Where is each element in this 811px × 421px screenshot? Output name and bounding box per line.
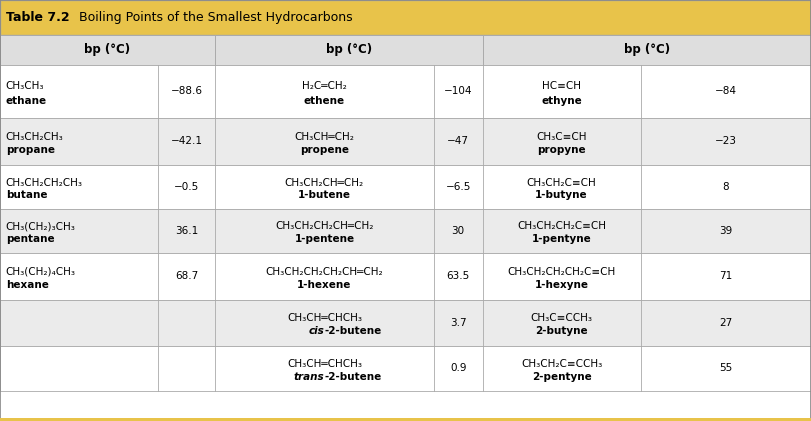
Text: CH₃CH₂CH═CH₂: CH₃CH₂CH═CH₂ [285, 178, 364, 187]
Text: 8: 8 [723, 182, 729, 192]
Bar [0, 209, 811, 253]
Text: 1-hexyne: 1-hexyne [534, 280, 589, 290]
Text: CH₃C≡CCH₃: CH₃C≡CCH₃ [530, 313, 593, 323]
Text: trans: trans [294, 372, 324, 381]
Text: 1-hexene: 1-hexene [297, 280, 352, 290]
Text: 2-butyne: 2-butyne [535, 326, 588, 336]
Text: CH₃CH₂C≡CCH₃: CH₃CH₂C≡CCH₃ [521, 359, 603, 369]
Text: 1-pentene: 1-pentene [294, 234, 354, 244]
Text: 1-pentyne: 1-pentyne [532, 234, 591, 244]
Text: CH₃CH₂CH₂CH₃: CH₃CH₂CH₂CH₃ [6, 178, 83, 187]
Bar [0, 346, 811, 391]
Text: 1-butyne: 1-butyne [535, 190, 588, 200]
Text: ethyne: ethyne [541, 96, 582, 106]
Text: 3.7: 3.7 [450, 318, 466, 328]
Text: 36.1: 36.1 [175, 226, 198, 236]
Text: −23: −23 [714, 136, 737, 147]
Text: CH₃CH₂CH₂CH₂CH═CH₂: CH₃CH₂CH₂CH₂CH═CH₂ [265, 266, 384, 277]
Text: ethane: ethane [6, 96, 47, 106]
Bar [0, 418, 811, 421]
Bar [0, 35, 811, 65]
Text: CH₃CH₂CH₃: CH₃CH₂CH₃ [6, 132, 63, 142]
Text: CH₃CH₃: CH₃CH₃ [6, 81, 44, 91]
Text: propane: propane [6, 145, 54, 155]
Text: CH₃C≡CH: CH₃C≡CH [536, 132, 587, 142]
Text: CH₃CH₂CH₂C≡CH: CH₃CH₂CH₂C≡CH [517, 221, 606, 231]
Text: CH₃CH═CH₂: CH₃CH═CH₂ [294, 132, 354, 142]
Text: ethene: ethene [304, 96, 345, 106]
Text: 2-pentyne: 2-pentyne [532, 372, 591, 381]
Bar [0, 300, 811, 346]
Text: H₂C═CH₂: H₂C═CH₂ [302, 81, 347, 91]
Bar [0, 253, 811, 300]
Text: −104: −104 [444, 86, 473, 96]
Text: pentane: pentane [6, 234, 54, 244]
Bar [0, 0, 811, 35]
Text: 0.9: 0.9 [450, 363, 466, 373]
Text: CH₃CH₂CH₂CH═CH₂: CH₃CH₂CH₂CH═CH₂ [275, 221, 374, 231]
Text: CH₃CH═CHCH₃: CH₃CH═CHCH₃ [287, 359, 362, 369]
Text: 39: 39 [719, 226, 732, 236]
Text: bp (°C): bp (°C) [624, 43, 670, 56]
Text: −6.5: −6.5 [445, 182, 471, 192]
Text: Table 7.2: Table 7.2 [6, 11, 70, 24]
Text: −0.5: −0.5 [174, 182, 200, 192]
Text: 68.7: 68.7 [175, 272, 198, 281]
Text: bp (°C): bp (°C) [84, 43, 131, 56]
Bar [0, 65, 811, 118]
Text: CH₃(CH₂)₃CH₃: CH₃(CH₂)₃CH₃ [6, 221, 75, 231]
Text: HC≡CH: HC≡CH [542, 81, 581, 91]
Text: -2-butene: -2-butene [324, 326, 382, 336]
Text: −47: −47 [447, 136, 470, 147]
Text: −42.1: −42.1 [170, 136, 203, 147]
Text: 30: 30 [452, 226, 465, 236]
Text: −84: −84 [714, 86, 737, 96]
Text: Boiling Points of the Smallest Hydrocarbons: Boiling Points of the Smallest Hydrocarb… [67, 11, 353, 24]
Text: -2-butene: -2-butene [324, 372, 382, 381]
Text: CH₃CH═CHCH₃: CH₃CH═CHCH₃ [287, 313, 362, 323]
Text: 71: 71 [719, 272, 732, 281]
Text: 27: 27 [719, 318, 732, 328]
Text: 63.5: 63.5 [447, 272, 470, 281]
Text: CH₃(CH₂)₄CH₃: CH₃(CH₂)₄CH₃ [6, 266, 75, 277]
Text: CH₃CH₂CH₂CH₂C≡CH: CH₃CH₂CH₂CH₂C≡CH [508, 266, 616, 277]
Text: cis: cis [309, 326, 324, 336]
Text: propyne: propyne [538, 145, 586, 155]
Text: −88.6: −88.6 [170, 86, 203, 96]
Text: 1-butene: 1-butene [298, 190, 351, 200]
Text: propene: propene [300, 145, 349, 155]
Bar [0, 118, 811, 165]
Bar [0, 165, 811, 209]
Text: butane: butane [6, 190, 47, 200]
Text: 55: 55 [719, 363, 732, 373]
Text: hexane: hexane [6, 280, 49, 290]
Text: bp (°C): bp (°C) [326, 43, 371, 56]
Text: CH₃CH₂C≡CH: CH₃CH₂C≡CH [526, 178, 597, 187]
